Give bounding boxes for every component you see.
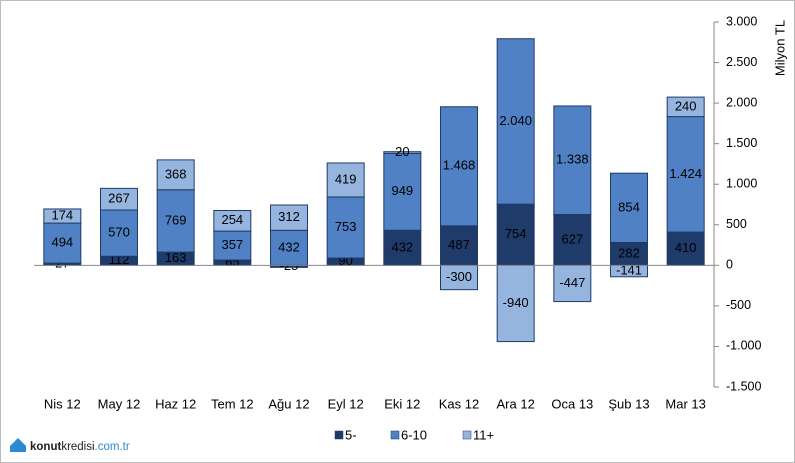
bar-segment [270, 204, 308, 231]
x-tick-label: Eyl 12 [328, 396, 364, 411]
bar-segment [496, 203, 535, 266]
data-label: 570 [108, 225, 130, 240]
data-label: 1.468 [443, 158, 476, 173]
data-label: 753 [335, 219, 357, 234]
data-label: 20 [395, 144, 409, 159]
bar-segment [43, 208, 82, 224]
logo-text: konutkredisi.com.tr [30, 441, 130, 453]
bar-segment [156, 189, 195, 253]
data-label: 410 [675, 240, 697, 255]
x-tick-label: Mar 13 [665, 396, 705, 411]
bar-segment [43, 222, 82, 264]
data-label: 494 [51, 235, 73, 250]
data-label: 357 [221, 237, 243, 252]
bar-segment [610, 172, 648, 243]
data-label: 769 [165, 212, 187, 227]
data-label: 949 [391, 183, 413, 198]
x-tick-label: Oca 13 [551, 396, 593, 411]
data-label: -940 [503, 295, 529, 310]
bar-segment [666, 116, 705, 233]
data-label: 254 [221, 212, 243, 227]
x-tick-label: Şub 13 [608, 396, 649, 411]
bar-segment [440, 225, 478, 266]
bar-segment [666, 96, 705, 118]
x-tick-label: Ağu 12 [268, 396, 309, 411]
x-tick-label: Nis 12 [44, 396, 81, 411]
bar-segment [100, 187, 138, 211]
data-label: 432 [391, 239, 413, 254]
bar-segment [553, 213, 592, 266]
legend-label: 5- [345, 427, 357, 442]
data-label: 419 [335, 171, 357, 186]
y-tick-label: -1.500 [726, 379, 761, 393]
data-label: 312 [278, 209, 300, 224]
y-tick-label: 3.000 [726, 14, 757, 28]
data-label: 368 [165, 166, 187, 181]
legend: 5- 6-10 11+ [334, 427, 494, 442]
bar-segment [553, 105, 592, 215]
data-label: 754 [505, 226, 527, 241]
data-label: -300 [446, 269, 472, 284]
bar-segment [383, 151, 422, 154]
data-label: 163 [165, 250, 187, 265]
x-tick-label: May 12 [98, 396, 141, 411]
bar-segment [496, 38, 535, 205]
data-label: 1.424 [669, 166, 702, 181]
bar-segment [440, 106, 478, 227]
x-tick-label: Eki 12 [384, 396, 420, 411]
logo: konutkredisi.com.tr [10, 438, 130, 453]
legend-label: 6-10 [401, 427, 427, 442]
data-label: 1.338 [556, 152, 589, 167]
logo-part: konut [30, 441, 61, 453]
y-tick-label: 2.500 [726, 55, 757, 69]
data-label: 240 [675, 98, 697, 113]
bar-segment [326, 196, 365, 259]
legend-swatch [462, 430, 472, 440]
y-tick-label: 500 [726, 217, 747, 231]
y-tick-label: 1.000 [726, 177, 757, 191]
bar-segment [383, 152, 422, 231]
bar-segment [156, 159, 195, 191]
bar-segment [496, 264, 535, 343]
x-tick-label: Kas 12 [439, 396, 479, 411]
x-tick-label: Tem 12 [211, 396, 254, 411]
data-label: -141 [616, 262, 642, 277]
y-axis-label: Milyon TL [772, 20, 787, 76]
data-label: 432 [278, 239, 300, 254]
y-tick-label: 1.500 [726, 136, 757, 150]
data-label: -447 [559, 275, 585, 290]
legend-swatch [334, 430, 344, 440]
x-tick-label: Ara 12 [497, 396, 535, 411]
x-tick-label: Haz 12 [155, 396, 196, 411]
data-label: 627 [561, 231, 583, 246]
data-label: 282 [618, 245, 640, 260]
logo-part: kredisi [61, 441, 94, 453]
legend-swatch [390, 430, 400, 440]
bar-segment [100, 209, 138, 257]
bar-segment [213, 210, 252, 232]
y-tick-label: -1.000 [726, 339, 761, 353]
bar-segment [270, 229, 308, 266]
y-tick-label: 2.000 [726, 95, 757, 109]
data-label: 267 [108, 191, 130, 206]
y-tick-label: -500 [726, 298, 751, 312]
y-tick-label: 0 [726, 258, 733, 272]
bar-segment [553, 264, 592, 303]
data-label: 174 [51, 207, 73, 222]
data-label: 487 [448, 237, 470, 252]
logo-icon [10, 438, 26, 452]
legend-label: 11+ [473, 427, 494, 442]
data-label: 2.040 [499, 113, 532, 128]
bar-segment [326, 162, 365, 198]
logo-part: .com.tr [95, 441, 130, 453]
data-label: 854 [618, 199, 640, 214]
